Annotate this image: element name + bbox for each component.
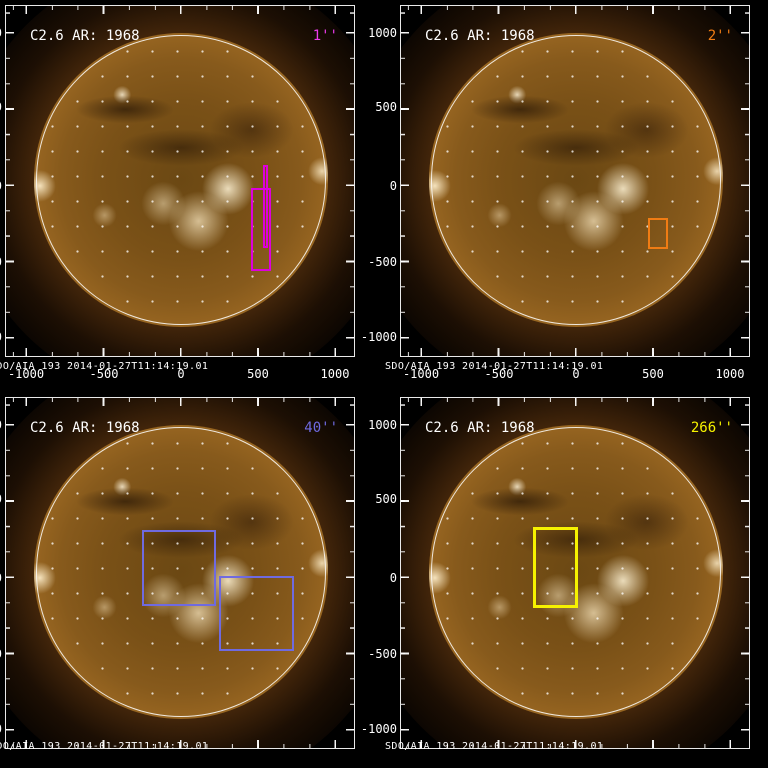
axis-ticks-right-major [741, 6, 749, 356]
axis-ticks-left-major [6, 6, 14, 356]
y-tick-label: -500 [0, 256, 2, 268]
axis-ticks-left-major [401, 398, 409, 748]
axis-ticks-top-major [401, 6, 749, 14]
x-tick-label: -500 [89, 367, 119, 381]
y-tick-label: 0 [0, 180, 2, 192]
fov-rect-raster [142, 530, 216, 606]
x-tick-label: 500 [247, 367, 269, 381]
solar-limb-circle [431, 427, 721, 717]
plot-title: C2.6 AR: 1968 [425, 28, 535, 44]
y-axis-tick-labels: 1000 500 0 -500 -1000 [352, 392, 397, 752]
axis-ticks-bottom-major [401, 348, 749, 356]
fov-rect-raster [219, 576, 294, 651]
x-tick-label: 500 [642, 367, 664, 381]
solar-map-plot: C2.6 AR: 1968 2'' [400, 5, 750, 357]
x-tick-label: -500 [484, 367, 514, 381]
plot-title: C2.6 AR: 1968 [30, 28, 140, 44]
solar-limb-circle [36, 427, 326, 717]
y-tick-label: -500 [368, 255, 397, 269]
fov-rect-raster [251, 188, 271, 271]
solar-map-plot: C2.6 AR: 1968 1'' [5, 5, 355, 357]
y-tick-label: 1000 [0, 419, 2, 431]
axis-ticks-bottom-major [6, 740, 354, 748]
plot-title: C2.6 AR: 1968 [425, 420, 535, 436]
x-tick-label: 1000 [715, 367, 745, 381]
y-axis-tick-labels: 1000 500 0 -500 -1000 [0, 0, 2, 360]
axis-ticks-left-major [401, 6, 409, 356]
x-tick-label: 0 [572, 367, 580, 381]
axis-ticks-right-major [741, 398, 749, 748]
slit-width-label: 40'' [304, 420, 338, 436]
y-tick-label: 500 [0, 493, 2, 505]
plot-title: C2.6 AR: 1968 [30, 420, 140, 436]
x-tick-label: -1000 [7, 367, 45, 381]
observation-timestamp-label: SDO/AIA 193 2014-01-27T11:14:19.01 [385, 361, 604, 372]
slit-width-label: 1'' [312, 28, 338, 44]
y-tick-label: -500 [368, 647, 397, 661]
panel-top-right: C2.6 AR: 1968 2'' 1000 500 0 -500 -1000 … [361, 0, 768, 392]
y-tick-label: 500 [0, 101, 2, 113]
y-tick-label: -1000 [360, 330, 397, 344]
solar-map-plot: C2.6 AR: 1968 266'' [400, 397, 750, 749]
y-axis-tick-labels: 1000 500 0 -500 -1000 [352, 0, 397, 360]
heliographic-grid-dots [40, 431, 320, 711]
solar-limb-circle [431, 35, 721, 325]
axis-ticks-top-major [401, 398, 749, 406]
fov-rect-slit [263, 165, 268, 248]
observation-timestamp-label: SDO/AIA 193 2014-01-27T11:14:19.01 [0, 741, 209, 752]
slit-width-label: 2'' [707, 28, 733, 44]
y-tick-label: 0 [389, 179, 397, 193]
heliographic-grid-dots [435, 39, 715, 319]
panel-bottom-right: C2.6 AR: 1968 266'' 1000 500 0 -500 -100… [361, 392, 768, 768]
x-axis-tick-labels: -1000 -500 0 500 1000 [5, 368, 355, 381]
x-axis-tick-labels: -1000 -500 0 500 1000 [400, 368, 750, 381]
axis-ticks-bottom-major [6, 348, 354, 356]
y-tick-label: 0 [389, 571, 397, 585]
y-tick-label: 500 [375, 100, 397, 114]
y-tick-label: 0 [0, 572, 2, 584]
axis-ticks-bottom-major [401, 740, 749, 748]
y-tick-label: 1000 [368, 418, 397, 432]
fov-rect-raster [648, 218, 668, 249]
y-tick-label: 1000 [368, 26, 397, 40]
observation-timestamp-label: SDO/AIA 193 2014-01-27T11:14:19.01 [385, 741, 604, 752]
axis-ticks-top-major [6, 6, 354, 14]
solar-limb-circle [36, 35, 326, 325]
y-tick-label: -1000 [0, 723, 2, 735]
x-tick-label: 0 [177, 367, 185, 381]
y-axis-tick-labels: 1000 500 0 -500 -1000 [0, 392, 2, 752]
y-tick-label: -500 [0, 648, 2, 660]
axis-ticks-left-major [6, 398, 14, 748]
y-tick-label: -1000 [360, 722, 397, 736]
y-tick-label: 1000 [0, 27, 2, 39]
y-tick-label: -1000 [0, 331, 2, 343]
slit-width-label: 266'' [690, 420, 733, 436]
observation-timestamp-label: SDO/AIA 193 2014-01-27T11:14:19.01 [0, 361, 209, 372]
fov-rect-raster [533, 527, 578, 608]
y-tick-label: 500 [375, 492, 397, 506]
heliographic-grid-dots [40, 39, 320, 319]
solar-map-plot: C2.6 AR: 1968 40'' [5, 397, 355, 749]
x-tick-label: 1000 [320, 367, 350, 381]
axis-ticks-top-major [6, 398, 354, 406]
panel-bottom-left: C2.6 AR: 1968 40'' 1000 500 0 -500 -1000… [0, 392, 390, 768]
axis-ticks-right-major [346, 6, 354, 356]
x-tick-label: -1000 [402, 367, 440, 381]
axis-ticks-right-major [346, 398, 354, 748]
panel-top-left: C2.6 AR: 1968 1'' 1000 500 0 -500 -1000 … [0, 0, 390, 392]
